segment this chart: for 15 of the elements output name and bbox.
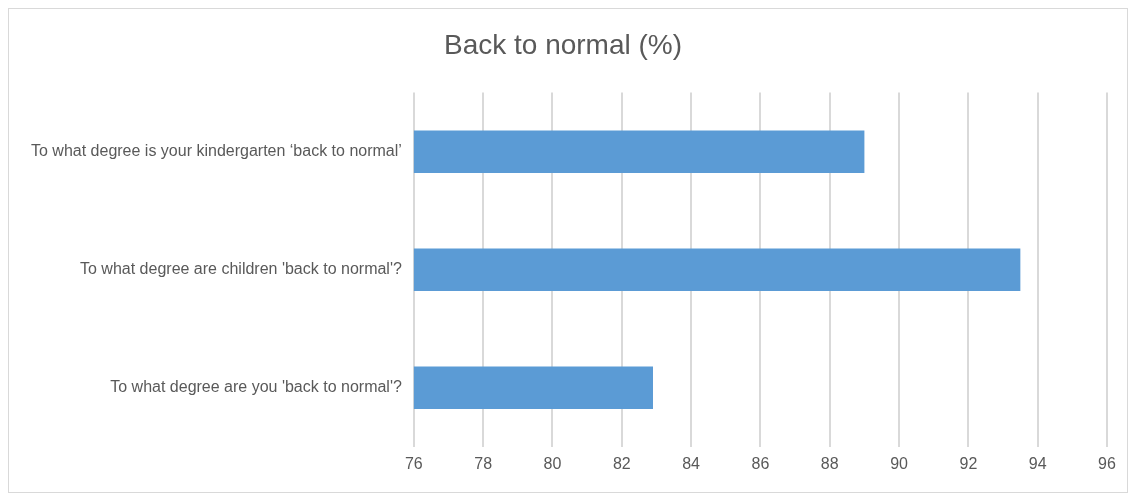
x-tick-label: 78 (474, 454, 493, 472)
y-tick-label: To what degree is your kindergarten ‘back to normal’ (31, 142, 402, 160)
x-tick-label: 76 (404, 454, 423, 472)
x-tick-label: 86 (751, 454, 770, 472)
x-tick-label: 92 (959, 454, 978, 472)
x-tick-label: 82 (612, 454, 631, 472)
x-tick-label: 84 (682, 454, 701, 472)
y-tick-label: To what degree are you 'back to normal'? (110, 378, 402, 396)
x-tick-label: 94 (1028, 454, 1047, 472)
x-tick-label: 90 (890, 454, 909, 472)
x-tick-label: 80 (543, 454, 562, 472)
y-tick-label: To what degree are children 'back to normal'? (80, 260, 402, 278)
chart-title: Back to normal (%) (443, 28, 683, 60)
x-tick-label: 88 (820, 454, 839, 472)
x-tick-label: 96 (1098, 454, 1116, 472)
